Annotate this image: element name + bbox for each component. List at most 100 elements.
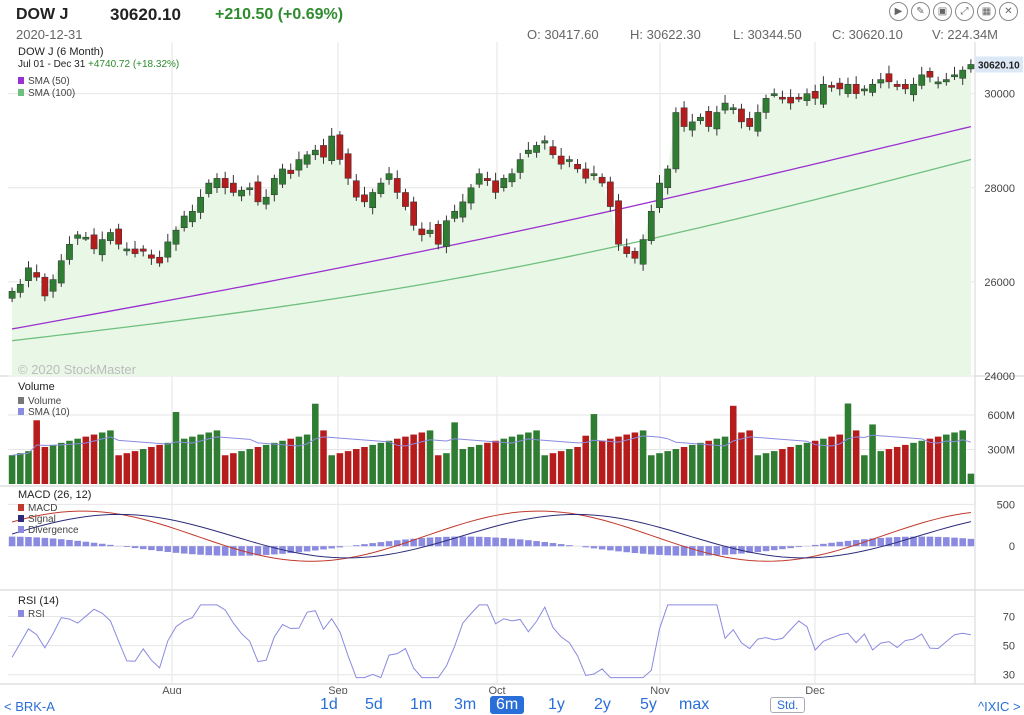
volume-bar bbox=[705, 440, 712, 484]
chart-area[interactable]: Aug Sep Oct Nov Dec 30000 28000 26000 24000 30620… bbox=[0, 0, 1024, 694]
volume-bar bbox=[492, 440, 499, 484]
divergence-bar bbox=[631, 546, 639, 554]
volume-bar bbox=[98, 432, 106, 484]
play-icon[interactable]: ▶ bbox=[889, 2, 908, 21]
volume-bar bbox=[475, 444, 483, 484]
volume-bar bbox=[107, 430, 114, 484]
volume-bar bbox=[8, 455, 16, 484]
volume-bar bbox=[820, 438, 827, 484]
candle-up bbox=[197, 196, 204, 213]
volume-bar bbox=[402, 436, 409, 484]
volume-bar bbox=[869, 424, 876, 484]
volume-bar bbox=[500, 438, 508, 484]
candle-up bbox=[877, 79, 885, 84]
draw-icon[interactable]: ✎ bbox=[911, 2, 930, 21]
compare-icon[interactable]: ▦ bbox=[977, 2, 996, 21]
volume-bar bbox=[230, 453, 237, 484]
candle-down bbox=[492, 180, 499, 193]
candle-up bbox=[918, 74, 926, 86]
std-button[interactable]: Std. bbox=[770, 697, 806, 713]
divergence-bar bbox=[66, 539, 73, 547]
legend-swatch bbox=[18, 504, 24, 511]
volume-bar bbox=[353, 449, 360, 484]
candle-up bbox=[541, 140, 549, 144]
candle-up bbox=[697, 116, 704, 121]
volume-bar bbox=[754, 455, 762, 484]
divergence-bar bbox=[475, 536, 483, 547]
candle-down bbox=[320, 145, 327, 158]
volume-bar bbox=[770, 451, 778, 484]
candle-up bbox=[426, 229, 434, 234]
range-6m[interactable]: 6m bbox=[490, 696, 525, 714]
x-tick-label: Nov bbox=[650, 685, 670, 694]
range-5y[interactable]: 5y bbox=[640, 696, 657, 713]
divergence-bar bbox=[41, 537, 49, 547]
candle-up bbox=[467, 187, 475, 204]
divergence-bar bbox=[361, 544, 368, 547]
divergence-bar bbox=[967, 538, 975, 547]
divergence-bar bbox=[230, 546, 237, 556]
volume-bar bbox=[115, 455, 122, 484]
divergence-bar bbox=[639, 546, 647, 554]
fullscreen-icon[interactable]: ⤢ bbox=[955, 2, 974, 21]
range-bar: < BRK-A 1d 5d 1m 3m 6m 1y 2y 5y max Std.… bbox=[0, 694, 1024, 715]
x-tick-label: Oct bbox=[488, 685, 505, 694]
range-max[interactable]: max bbox=[679, 696, 710, 713]
legend-swatch bbox=[18, 526, 24, 533]
divergence-bar bbox=[312, 546, 319, 551]
range-1d[interactable]: 1d bbox=[320, 696, 338, 713]
volume-bar bbox=[148, 446, 155, 484]
candle-up bbox=[475, 173, 483, 185]
price-y-tick: 24000 bbox=[984, 371, 1015, 383]
candle-down bbox=[352, 180, 360, 198]
volume-bar bbox=[90, 434, 98, 484]
volume-panel-title: Volume bbox=[18, 381, 55, 393]
divergence-bar bbox=[197, 546, 204, 555]
volume-bar bbox=[41, 446, 49, 484]
volume-bar bbox=[434, 455, 442, 484]
candle-up bbox=[172, 229, 180, 245]
volume-bar bbox=[738, 432, 745, 484]
divergence-bar bbox=[615, 546, 622, 552]
divergence-bar bbox=[516, 539, 524, 547]
candle-up bbox=[672, 112, 680, 170]
range-2y[interactable]: 2y bbox=[594, 696, 611, 713]
volume-bar bbox=[918, 440, 926, 484]
header: DOW J 30620.10 +210.50 (+0.69%) ▶ ✎ ▣ ⤢ … bbox=[0, 0, 1024, 26]
divergence-bar bbox=[951, 537, 958, 547]
close-icon[interactable]: ✕ bbox=[999, 2, 1018, 21]
volume-bar bbox=[344, 451, 352, 484]
last-price-tag bbox=[975, 56, 1023, 73]
prev-symbol-link[interactable]: < BRK-A bbox=[4, 699, 55, 714]
volume-bar bbox=[328, 455, 335, 484]
range-3m[interactable]: 3m bbox=[454, 696, 477, 713]
divergence-bar bbox=[385, 541, 393, 547]
divergence-bar bbox=[467, 536, 475, 547]
candle-up bbox=[688, 121, 696, 131]
next-symbol-link[interactable]: ^IXIC > bbox=[978, 699, 1021, 714]
divergence-bar bbox=[770, 546, 778, 551]
volume-bar bbox=[484, 442, 491, 484]
legend-label: Divergence bbox=[28, 525, 79, 536]
volume-bar bbox=[508, 436, 516, 484]
range-5d[interactable]: 5d bbox=[365, 696, 383, 713]
volume-bar bbox=[639, 430, 647, 484]
candle-down bbox=[393, 178, 401, 193]
divergence-bar bbox=[508, 538, 516, 547]
price-period: Jul 01 - Dec 31 +4740.72 (+18.32%) bbox=[18, 59, 179, 70]
divergence-bar bbox=[172, 546, 180, 553]
range-1m[interactable]: 1m bbox=[410, 696, 433, 713]
range-1y[interactable]: 1y bbox=[548, 696, 565, 713]
candle-down bbox=[254, 181, 262, 203]
volume-bar bbox=[17, 453, 24, 484]
volume-bar bbox=[566, 449, 573, 484]
candle-up bbox=[508, 173, 516, 183]
candle-up bbox=[959, 69, 967, 79]
image-icon[interactable]: ▣ bbox=[933, 2, 952, 21]
legend-label: Signal bbox=[28, 514, 56, 525]
divergence-bar bbox=[393, 540, 401, 547]
divergence-bar bbox=[57, 539, 65, 547]
volume-bar bbox=[549, 453, 557, 484]
macd-y-tick: 0 bbox=[1009, 541, 1015, 553]
volume-bar bbox=[271, 442, 278, 484]
